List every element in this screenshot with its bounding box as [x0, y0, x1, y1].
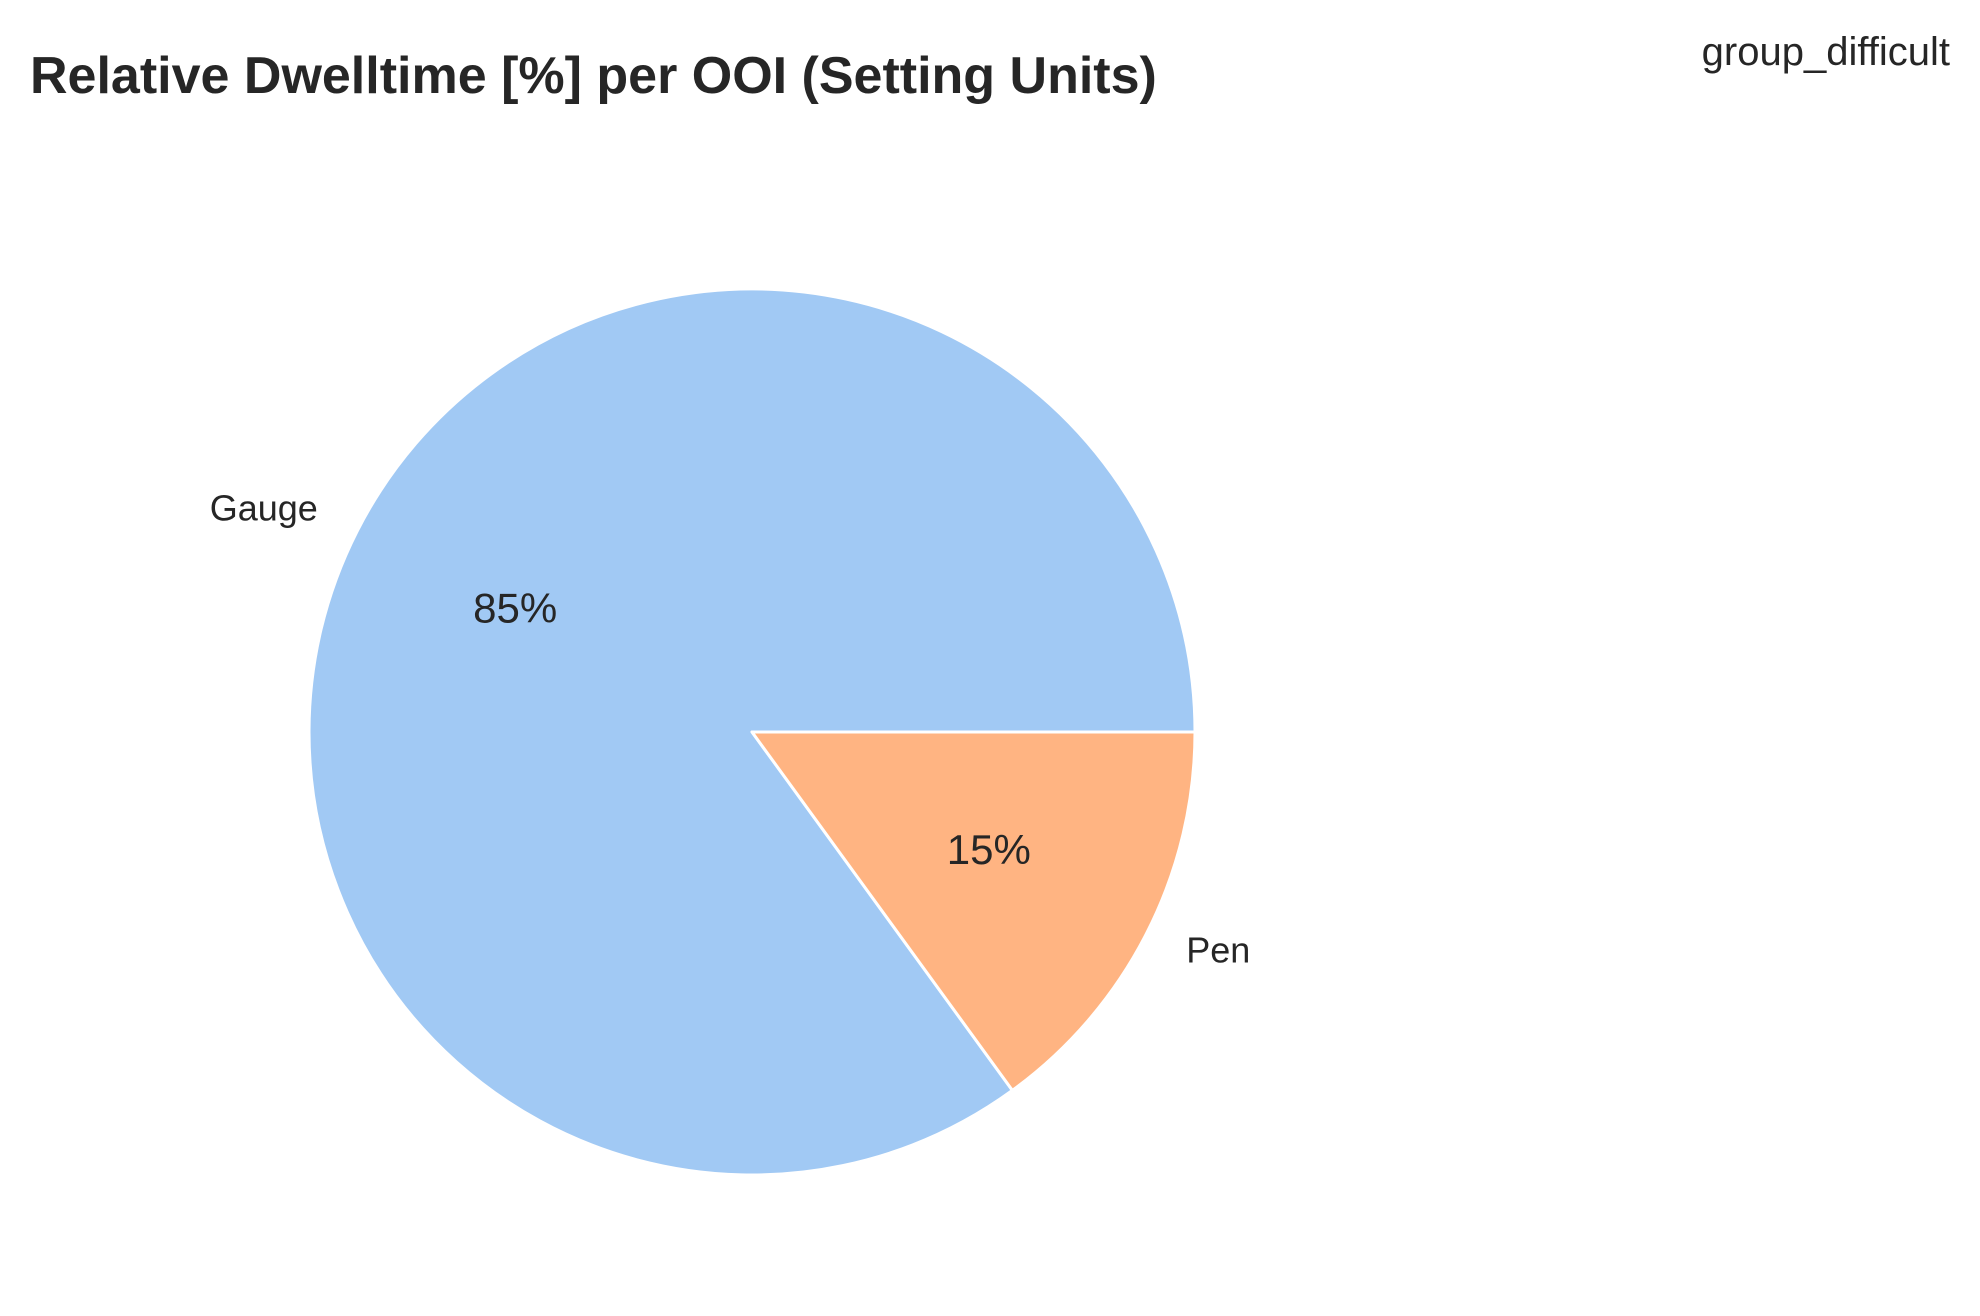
slice-label-pen: Pen	[1186, 930, 1250, 971]
corner-group-label: group_difficult	[1702, 30, 1950, 74]
chart-title: Relative Dwelltime [%] per OOI (Setting …	[30, 47, 1157, 105]
slice-percent-gauge: 85%	[473, 584, 557, 631]
slice-percent-pen: 15%	[947, 826, 1031, 873]
pie-slices	[307, 287, 1197, 1177]
pie-labels: Gauge 85% Pen 15%	[210, 487, 1251, 970]
pie-slice-gauge	[307, 287, 1197, 1177]
slice-label-gauge: Gauge	[210, 487, 318, 528]
pie-slice-pen	[750, 730, 1197, 1092]
